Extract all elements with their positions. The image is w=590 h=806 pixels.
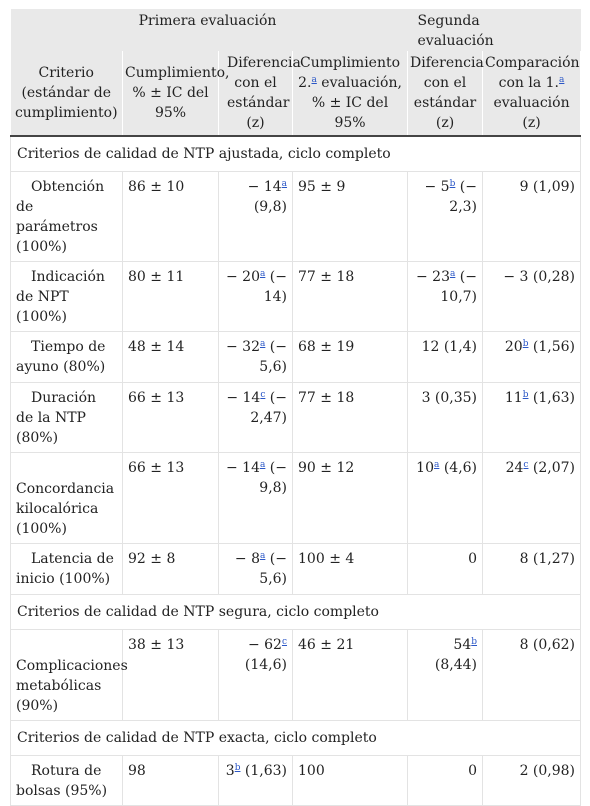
- footnote-link[interactable]: b: [522, 390, 529, 400]
- comparacion-value: 9 (1,09): [482, 171, 582, 262]
- footnote-link[interactable]: a: [259, 460, 266, 470]
- comparacion-value: − 3 (0,28): [482, 261, 582, 332]
- cumplimiento-1-value: 66 ± 13: [122, 452, 219, 544]
- col-header-cumplimiento: Cumplimiento, % ± IC del 95%: [122, 51, 229, 136]
- criterion-label: Complicaciones metabólicas (90%): [10, 629, 128, 721]
- table-row: Complicaciones metabólicas (90%) 38 ± 13−…: [10, 629, 582, 721]
- table-row: Latencia de inicio (100%) 92 ± 8− 8a (− 5…: [10, 543, 582, 595]
- diferencia-2-value: 10a (4,6): [407, 452, 484, 544]
- col-header-diferencia-2: Diferencia con el estándar (z): [407, 51, 484, 136]
- footnote-link[interactable]: a: [281, 179, 288, 189]
- table-row: Concordancia kilocalórica (100%) 66 ± 13−…: [10, 452, 582, 544]
- footnote-link[interactable]: c: [260, 390, 266, 400]
- footnote-link[interactable]: a: [311, 75, 317, 85]
- diferencia-1-value: − 14c (− 2,47): [217, 382, 294, 453]
- results-table: Primera evaluación Segunda evaluación Cr…: [9, 9, 582, 806]
- table-row: Indicación de NPT (100%) 80 ± 11− 20a (− …: [10, 261, 582, 332]
- diferencia-2-value: − 5b (− 2,3): [407, 171, 484, 262]
- footnote-link[interactable]: b: [471, 637, 478, 647]
- footnote-link[interactable]: b: [449, 179, 456, 189]
- diferencia-2-value: − 23a (− 10,7): [407, 261, 484, 332]
- diferencia-1-value: − 8a (− 5,6): [217, 543, 294, 595]
- comparacion-value: 2 (0,98): [482, 755, 582, 806]
- criterion-label: Latencia de inicio (100%): [10, 543, 123, 595]
- footnote-link[interactable]: a: [449, 269, 456, 279]
- col-header-criterio: Criterio (estándar de cumplimiento): [10, 51, 123, 136]
- footnote-link[interactable]: c: [281, 637, 288, 647]
- diferencia-2-value: 12 (1,4): [407, 331, 484, 383]
- section-title: Criterios de calidad de NTP segura, cicl…: [9, 594, 582, 630]
- col-header-comparacion: Comparación con la 1.a evaluación (z): [482, 51, 582, 136]
- comparacion-value: 8 (1,27): [482, 543, 582, 595]
- table-row: Tiempo de ayuno (80%) 48 ± 14− 32a (− 5,6…: [10, 331, 582, 383]
- table-body: Criterios de calidad de NTP ajustada, ci…: [9, 135, 582, 806]
- footnote-link[interactable]: a: [559, 75, 565, 85]
- diferencia-2-value: 0: [407, 755, 484, 806]
- header-spacer: [10, 9, 123, 51]
- criterion-label: Duración de la NTP (80%): [10, 382, 123, 453]
- diferencia-1-value: − 14a (− 9,8): [217, 452, 294, 544]
- results-table-container: Primera evaluación Segunda evaluación Cr…: [9, 9, 582, 806]
- group-header-second: Segunda evaluación: [407, 9, 581, 51]
- cumplimiento-1-value: 98: [122, 755, 219, 806]
- diferencia-1-value: 3b (1,63): [217, 755, 294, 806]
- diferencia-1-value: − 14a (9,8): [217, 171, 294, 262]
- cumplimiento-1-value: 80 ± 11: [122, 261, 219, 332]
- table-row: Duración de la NTP (80%) 66 ± 13− 14c (− …: [10, 382, 582, 453]
- table-row: Rotura de bolsas (95%) 98 3b (1,63) 100 0 2 (…: [10, 755, 582, 806]
- footnote-link[interactable]: a: [259, 551, 266, 561]
- diferencia-2-value: 0: [407, 543, 484, 595]
- section-title: Criterios de calidad de NTP ajustada, ci…: [9, 135, 582, 172]
- cumplimiento-2-value: 77 ± 18: [292, 382, 409, 453]
- cumplimiento-2-value: 77 ± 18: [292, 261, 409, 332]
- comparacion-value: 11b (1,63): [482, 382, 582, 453]
- criterion-label: Tiempo de ayuno (80%): [10, 331, 123, 383]
- section-row: Criterios de calidad de NTP exacta, cicl…: [9, 720, 582, 756]
- group-header-first: Primera evaluación: [122, 9, 293, 51]
- comparacion-value: 8 (0,62): [482, 629, 582, 721]
- footnote-link[interactable]: b: [522, 339, 529, 349]
- footnote-link[interactable]: c: [523, 460, 529, 470]
- table-header: Primera evaluación Segunda evaluación Cr…: [10, 9, 582, 136]
- diferencia-1-value: − 20a (− 14): [217, 261, 294, 332]
- table-row: Obtención de parámetros (100%) 86 ± 10− 1…: [10, 171, 582, 262]
- cumplimiento-1-value: 38 ± 13: [122, 629, 219, 721]
- diferencia-1-value: − 62c (14,6): [217, 629, 294, 721]
- cumplimiento-2-value: 100 ± 4: [292, 543, 409, 595]
- cumplimiento-2-value: 68 ± 19: [292, 331, 409, 383]
- diferencia-1-value: − 32a (− 5,6): [217, 331, 294, 383]
- section-row: Criterios de calidad de NTP ajustada, ci…: [9, 135, 582, 172]
- criterion-label: Concordancia kilocalórica (100%): [10, 452, 123, 544]
- diferencia-2-value: 3 (0,35): [407, 382, 484, 453]
- criterion-label: Rotura de bolsas (95%): [10, 755, 123, 806]
- cumplimiento-2-value: 90 ± 12: [292, 452, 409, 544]
- footnote-link[interactable]: a: [259, 339, 266, 349]
- section-row: Criterios de calidad de NTP segura, cicl…: [9, 594, 582, 630]
- cumplimiento-1-value: 48 ± 14: [122, 331, 219, 383]
- header-spacer: [292, 9, 408, 51]
- cumplimiento-2-value: 95 ± 9: [292, 171, 409, 262]
- comparacion-value: 24c (2,07): [482, 452, 582, 544]
- cumplimiento-1-value: 92 ± 8: [122, 543, 219, 595]
- cumplimiento-2-value: 100: [292, 755, 409, 806]
- criterion-label: Obtención de parámetros (100%): [10, 171, 123, 262]
- section-title: Criterios de calidad de NTP exacta, cicl…: [9, 720, 582, 756]
- cumplimiento-2-value: 46 ± 21: [292, 629, 409, 721]
- diferencia-2-value: 54b (8,44): [407, 629, 484, 721]
- col-header-diferencia-1: Diferencia con el estándar (z): [218, 51, 301, 136]
- footnote-link[interactable]: a: [434, 460, 440, 470]
- criterion-label: Indicación de NPT (100%): [10, 261, 123, 332]
- cumplimiento-1-value: 86 ± 10: [122, 171, 219, 262]
- comparacion-value: 20b (1,56): [482, 331, 582, 383]
- footnote-link[interactable]: a: [259, 269, 266, 279]
- cumplimiento-1-value: 66 ± 13: [122, 382, 219, 453]
- col-header-cumplimiento-2: Cumplimiento 2.a evaluación, % ± IC del …: [292, 51, 409, 136]
